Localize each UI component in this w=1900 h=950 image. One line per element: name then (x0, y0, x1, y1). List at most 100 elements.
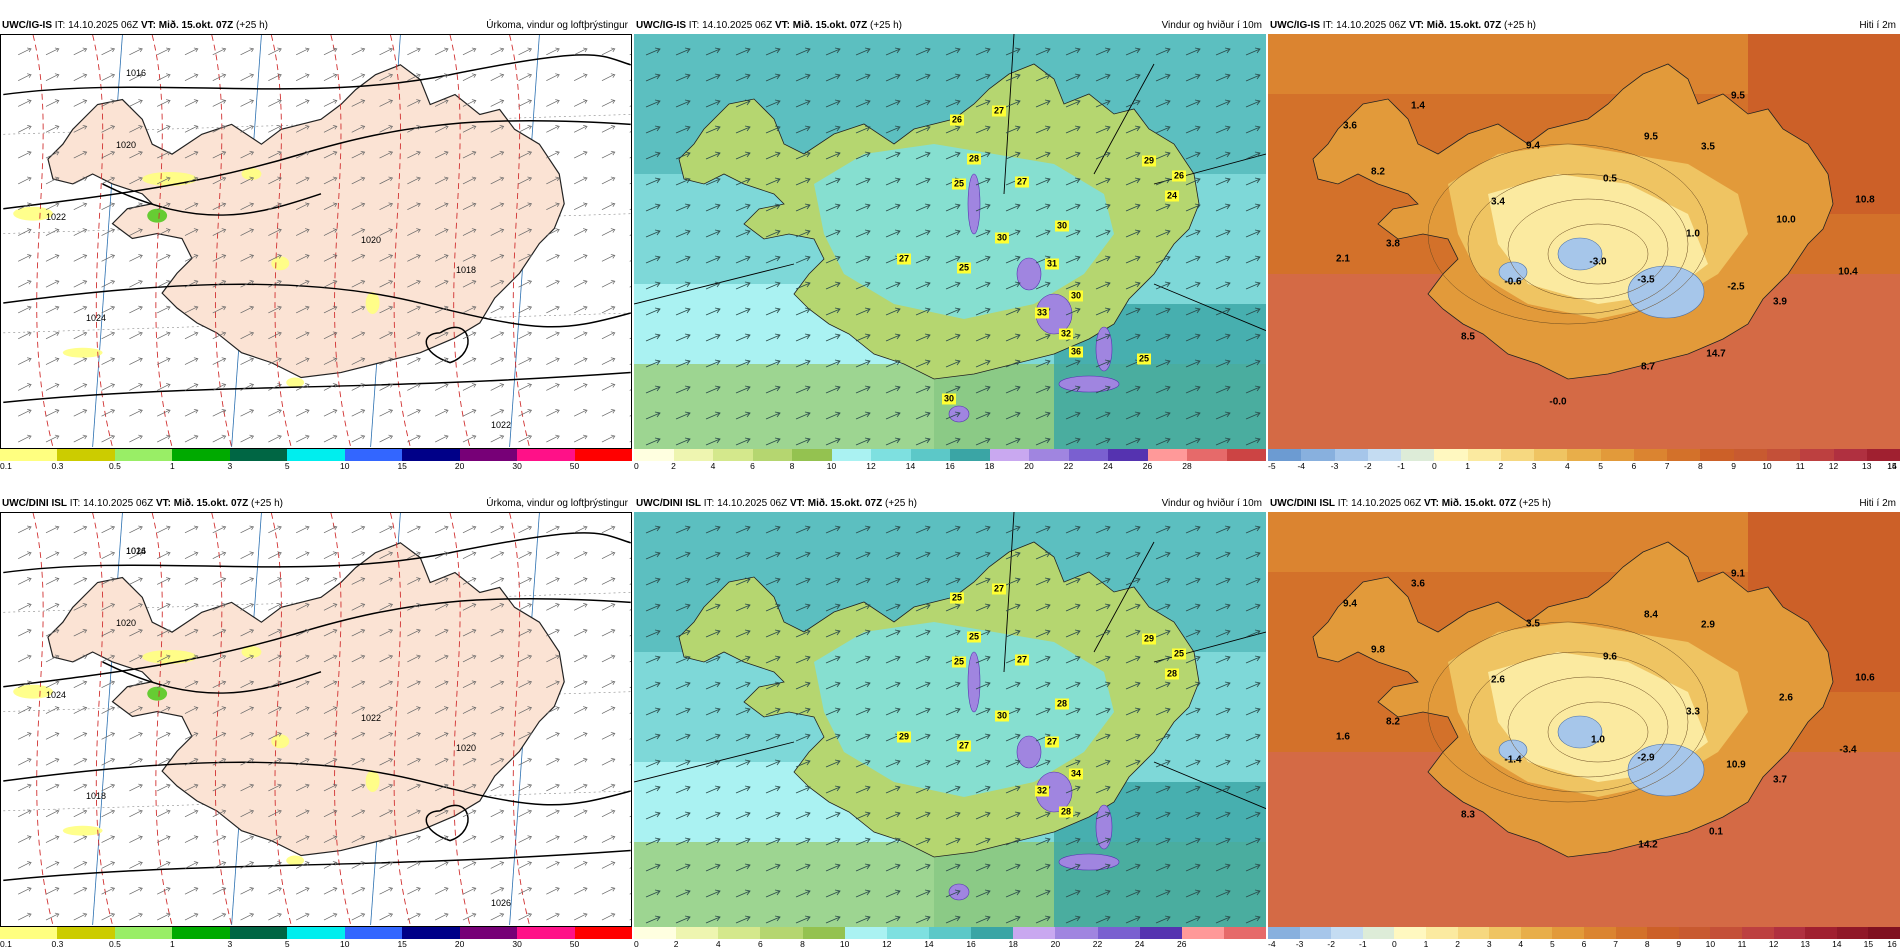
wind-barb-icon (546, 434, 560, 443)
colorbar-swatch (1866, 449, 1900, 461)
wind-barb-icon (351, 783, 366, 792)
wind-barb-icon (129, 125, 143, 133)
temperature-label: -2.5 (1727, 281, 1745, 293)
wind-barb-icon (407, 125, 421, 133)
wind-barb-icon (379, 73, 394, 81)
wind-barb-icon (212, 577, 227, 585)
colorbar-tick-label: 3 (1531, 461, 1537, 471)
wind-barb-icon (601, 176, 616, 185)
colorbar-ticks: 0.1 0.3 0.5 1 3 5 10 15 20 30 50 (0, 939, 632, 950)
precip-map-svg (3, 35, 631, 447)
wind-barb-icon (18, 706, 32, 714)
wind-barb-icon (518, 357, 533, 365)
valid-time: VT: Mið. 15.okt. 07Z (1408, 20, 1502, 31)
map-precip: 1016 1020 1022 1020 1024 1018 1022 (0, 34, 632, 449)
wind-barb-icon (157, 783, 171, 792)
wind-barb-icon (323, 125, 338, 133)
wind-barb-icon (379, 732, 394, 740)
isobar-label: 1022 (45, 212, 67, 222)
colorbar-tick-label: 12 (866, 461, 876, 471)
wind-barb-icon (601, 654, 616, 663)
gust-label: 25 (966, 631, 982, 643)
wind-barb-icon (268, 551, 282, 559)
wind-barb-icon (240, 861, 255, 869)
wind-barb-icon (573, 706, 588, 714)
wind-barb-icon (18, 577, 32, 585)
temperature-label: -3.0 (1589, 256, 1607, 268)
wind-barb-icon (323, 331, 338, 340)
temperature-label: 9.8 (1371, 644, 1385, 656)
wind-barb-icon (434, 861, 449, 869)
wind-barb-icon (434, 525, 449, 534)
temperature-label: -0.0 (1549, 396, 1567, 408)
wind-barb-icon (157, 331, 171, 340)
colorbar-swatch (1187, 449, 1227, 461)
isobar-label: 1020 (115, 618, 137, 628)
wind-barb-icon (268, 654, 282, 663)
wind-barb-icon (407, 525, 421, 534)
wind-barb-icon (351, 577, 366, 585)
wind-barb-icon (18, 176, 32, 185)
wind-barb-icon (490, 809, 505, 818)
wind-barb-icon (184, 654, 199, 663)
wind-barb-icon (434, 434, 449, 443)
colorbar-tick-label: 15 (1887, 461, 1897, 471)
wind-barb-icon (295, 176, 310, 185)
gust-label: 28 (1054, 698, 1070, 710)
wind-barb-icon (101, 357, 116, 365)
wind-barb-icon (323, 783, 338, 792)
wind-barb-icon (18, 202, 32, 211)
temperature-label: 3.9 (1773, 296, 1787, 308)
colorbar-swatch (57, 449, 115, 461)
colorbar-tick-label: 11 (1737, 939, 1747, 949)
wind-barb-icon (268, 176, 282, 185)
init-time: IT: 14.10.2025 06Z (54, 20, 139, 31)
colorbar-swatch (1520, 927, 1553, 939)
colorbar-swatch (1334, 449, 1368, 461)
colorbar-tick-label: 20 (454, 461, 465, 471)
temperature-label: 3.5 (1526, 618, 1540, 630)
wind-barb-icon (323, 254, 338, 262)
gust-label: 28 (1058, 806, 1074, 818)
colorbar-swatch (1800, 449, 1834, 461)
wind-barb-icon (351, 202, 366, 211)
panel-header: UWC/IG-IS IT: 14.10.2025 06Z VT: Mið. 15… (0, 18, 632, 34)
wind-barb-icon (546, 73, 560, 81)
lead-time: (+25 h) (870, 20, 902, 31)
colorbar-swatch (574, 449, 632, 461)
colorbar-swatch (1434, 449, 1468, 461)
wind-barb-icon (323, 434, 338, 443)
colorbar-tick-label: 0.5 (108, 939, 121, 949)
wind-barb-icon (73, 732, 88, 740)
wind-barb-icon (295, 254, 310, 262)
gust-label: 27 (1014, 176, 1030, 188)
wind-barb-icon (518, 732, 533, 740)
wind-barb-icon (434, 835, 449, 843)
wind-barb-icon (323, 279, 338, 288)
wind-barb-icon (268, 331, 282, 340)
wind-barb-icon (490, 628, 505, 637)
wind-barb-icon (157, 732, 171, 740)
colorbar-tick-label: 5 (284, 461, 290, 471)
valid-time: VT: Mið. 15.okt. 07Z (155, 498, 249, 509)
wind-barb-icon (434, 757, 449, 766)
wind-barb-icon (101, 176, 116, 185)
colorbar-tick-label: 1 (169, 461, 175, 471)
colorbar-tick-label: 13 (1862, 461, 1872, 471)
wind-barb-icon (601, 202, 616, 211)
colorbar-tick-label: 50 (569, 939, 580, 949)
wind-barb-icon (462, 525, 477, 534)
wind-barb-icon (407, 73, 421, 81)
wind-barb-icon (573, 176, 588, 185)
wind-barb-icon (268, 577, 282, 585)
wind-barb-icon (601, 757, 616, 766)
wind-barb-icon (157, 577, 171, 585)
wind-barb-icon (268, 73, 282, 81)
wind-barb-icon (546, 809, 560, 818)
wind-barb-icon (518, 783, 533, 792)
colorbar-tick-label: 16 (1887, 939, 1897, 949)
wind-barb-icon (240, 228, 255, 236)
wind-map-svg (634, 34, 1266, 449)
precip-area (62, 347, 103, 358)
wind-barb-icon (546, 706, 560, 714)
